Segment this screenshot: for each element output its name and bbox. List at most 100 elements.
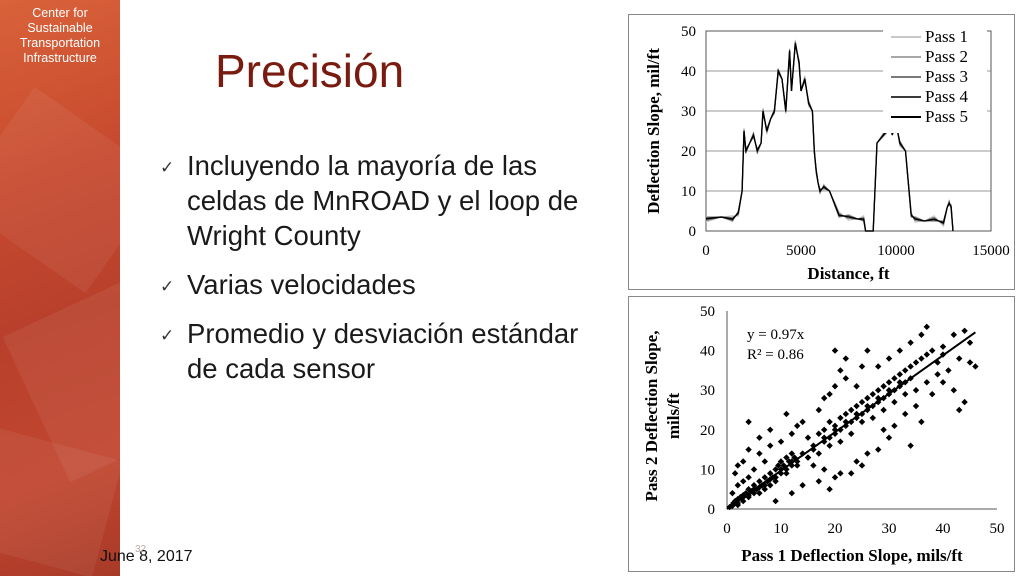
scatter-point [891,375,898,382]
scatter-point [966,339,974,346]
scatter-point [783,470,790,477]
scatter-point [918,331,925,338]
scatter-point [907,363,914,370]
bullet-text: Promedio y desviación estándar de cada s… [187,318,579,384]
y-tick-label: 10 [681,184,696,200]
x-tick-label: 30 [882,521,897,537]
scatter-point [934,359,941,366]
scatter-point [740,478,747,485]
scatter-point [902,367,909,374]
legend-label: Pass 2 [925,47,968,66]
scatter-point [745,418,752,426]
scatter-point [750,482,758,489]
scatter-point [837,367,844,374]
scatter-point [853,383,860,390]
scatter-point [907,442,914,449]
scatter-point [740,458,747,465]
scatter-point [896,371,903,378]
scatter-point [815,406,822,414]
scatter-point [939,343,947,350]
footer-date: June 8, 2017 [100,548,193,565]
scatter-point [923,379,930,386]
scatter-point [804,454,812,461]
scatter-point [767,442,774,449]
scatter-point [902,410,909,418]
pass1-vs-pass2-scatter-chart: 0 10 20 30 40 50 0 10 20 30 40 50 y = 0.97x R² = 0.86… [628,296,1015,572]
scatter-point [853,458,860,465]
x-tick-label: 50 [990,521,1005,537]
scatter-point [756,450,763,457]
scatter-point [918,355,925,362]
r-squared-label: R² = 0.86 [747,347,804,363]
scatter-point [842,355,849,362]
y-tick-label: 10 [700,462,715,478]
scatter-point [885,434,893,441]
scatter-point [799,418,806,426]
deflection-vs-distance-chart: 0 10 20 30 40 50 0 5000 10000 15000 Pass 1 Pass 2 Pa… [628,14,1015,290]
y-tick-label: 20 [681,144,696,160]
y-tick-label: 20 [700,423,715,439]
bullet-text: Varias velocidades [187,269,416,300]
scatter-point [831,383,839,390]
scatter-point [880,383,887,390]
scatter-point [788,489,795,497]
scatter-point [858,462,866,469]
slide-title: Precisión [215,45,405,97]
y-tick-label: 40 [700,344,715,360]
y-tick-label: 50 [681,24,696,40]
scatter-point [885,379,893,386]
scatter-point [966,359,974,366]
scatter-point [885,355,893,362]
scatter-point [767,426,774,433]
scatter-point [777,458,785,465]
bullet-list: ✓ Incluyendo la mayoría de las celdas de … [160,148,580,400]
scatter-point [869,414,876,422]
scatter-point [918,418,925,426]
scatter-point [864,450,871,457]
scatter-point [934,371,941,378]
scatter-point [734,462,741,469]
scatter-point [783,410,790,418]
scatter-point [804,434,812,441]
scatter-point [923,351,930,358]
scatter-point [837,414,844,422]
bullet-text: Incluyendo la mayoría de las celdas de M… [187,150,579,251]
scatter-point [831,474,839,481]
x-tick-label: 10000 [877,243,915,259]
page-number: 32 [135,544,147,555]
x-tick-label: 20 [828,521,843,537]
scatter-chart-svg: 0 10 20 30 40 50 0 10 20 30 40 50 y = 0.97x R² = 0.86… [642,304,1005,565]
checkmark-icon: ✓ [160,158,175,177]
x-tick-label: 0 [723,521,731,537]
scatter-point [783,454,790,461]
scatter-point [826,442,833,449]
x-tick-label: 15000 [972,243,1010,259]
scatter-point [821,426,828,433]
scatter-point [880,426,887,433]
scatter-point [848,470,855,477]
scatter-point [777,438,785,445]
x-tick-label: 40 [936,521,951,537]
scatter-point [950,387,957,394]
scatter-point [912,387,920,394]
scatter-point [902,390,909,398]
scatter-point [772,497,779,505]
scatter-point [896,347,903,354]
scatter-point [912,359,920,366]
scatter-point [972,363,979,370]
legend-label: Pass 3 [925,67,968,86]
scatter-point [945,367,952,374]
scatter-point [858,398,866,406]
scatter-point [907,339,914,346]
y-tick-label: 30 [700,383,715,399]
scatter-point [923,323,930,331]
scatter-point [956,355,963,362]
scatter-point [837,470,844,477]
x-axis-label: Distance, ft [807,264,889,283]
bullet-item: ✓ Incluyendo la mayoría de las celdas de … [160,148,580,253]
bullet-item: ✓ Varias velocidades [160,267,580,302]
scatter-point [929,390,936,398]
scatter-point [858,363,866,370]
scatter-point [961,398,968,406]
